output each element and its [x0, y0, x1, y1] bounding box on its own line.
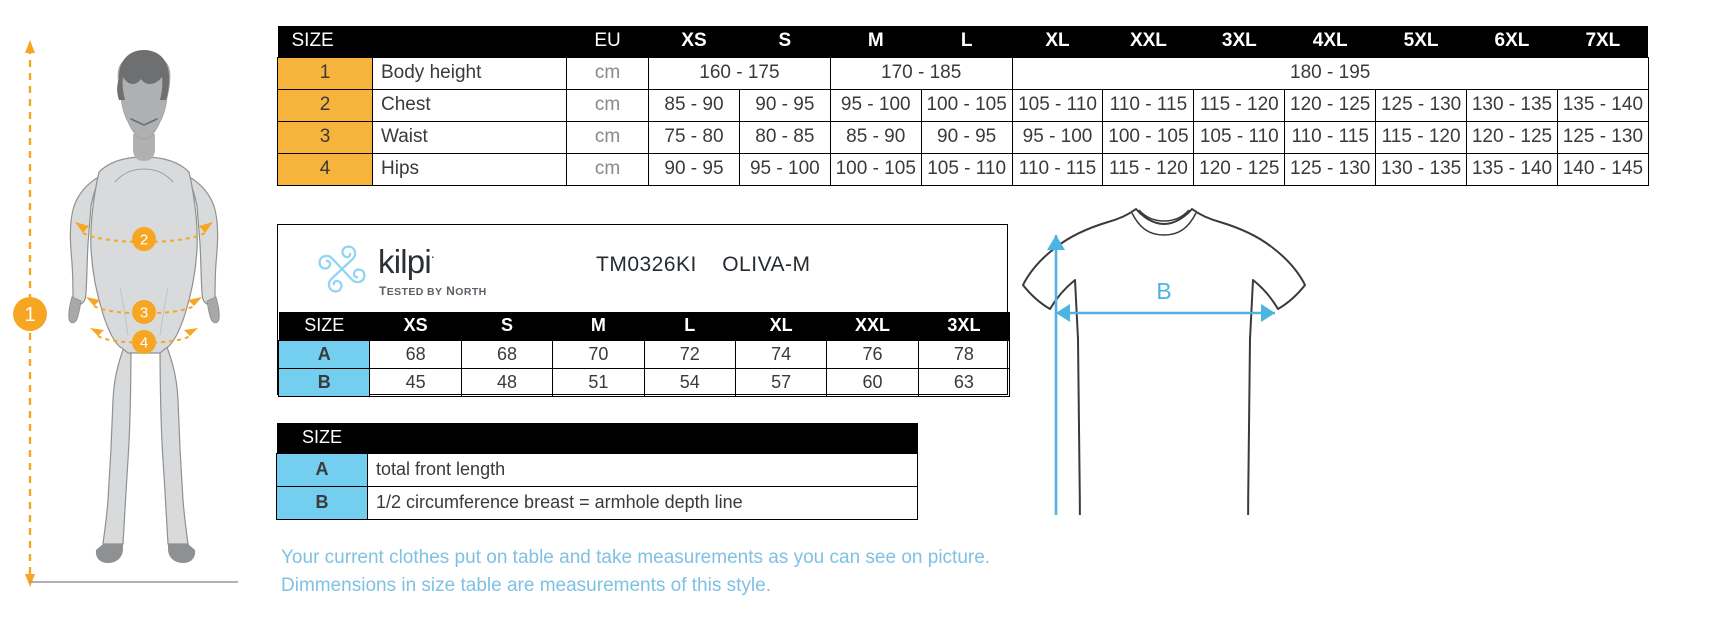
- svg-text:B: B: [1156, 278, 1171, 304]
- svg-text:3: 3: [140, 305, 148, 322]
- svg-text:4: 4: [140, 335, 148, 352]
- svg-text:2: 2: [140, 232, 148, 249]
- svg-text:1: 1: [24, 304, 35, 326]
